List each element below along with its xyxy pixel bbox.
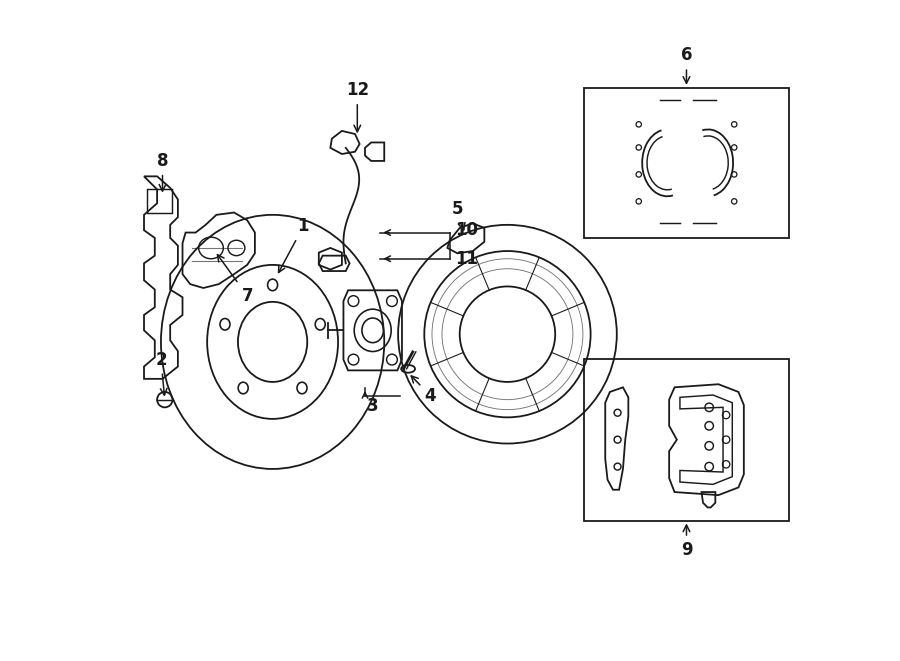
Text: 6: 6 <box>680 46 692 83</box>
Text: 8: 8 <box>157 152 168 191</box>
Text: 5: 5 <box>452 200 465 230</box>
Bar <box>147 190 172 213</box>
Bar <box>584 88 788 238</box>
Text: 1: 1 <box>279 217 310 272</box>
Text: 7: 7 <box>218 254 253 305</box>
Bar <box>584 359 788 520</box>
Text: 3: 3 <box>367 397 379 415</box>
Text: 4: 4 <box>411 376 436 405</box>
Text: 11: 11 <box>455 250 478 268</box>
Text: 2: 2 <box>155 350 167 395</box>
Text: 10: 10 <box>455 221 478 239</box>
Text: 12: 12 <box>346 81 369 132</box>
Text: 9: 9 <box>680 525 692 559</box>
